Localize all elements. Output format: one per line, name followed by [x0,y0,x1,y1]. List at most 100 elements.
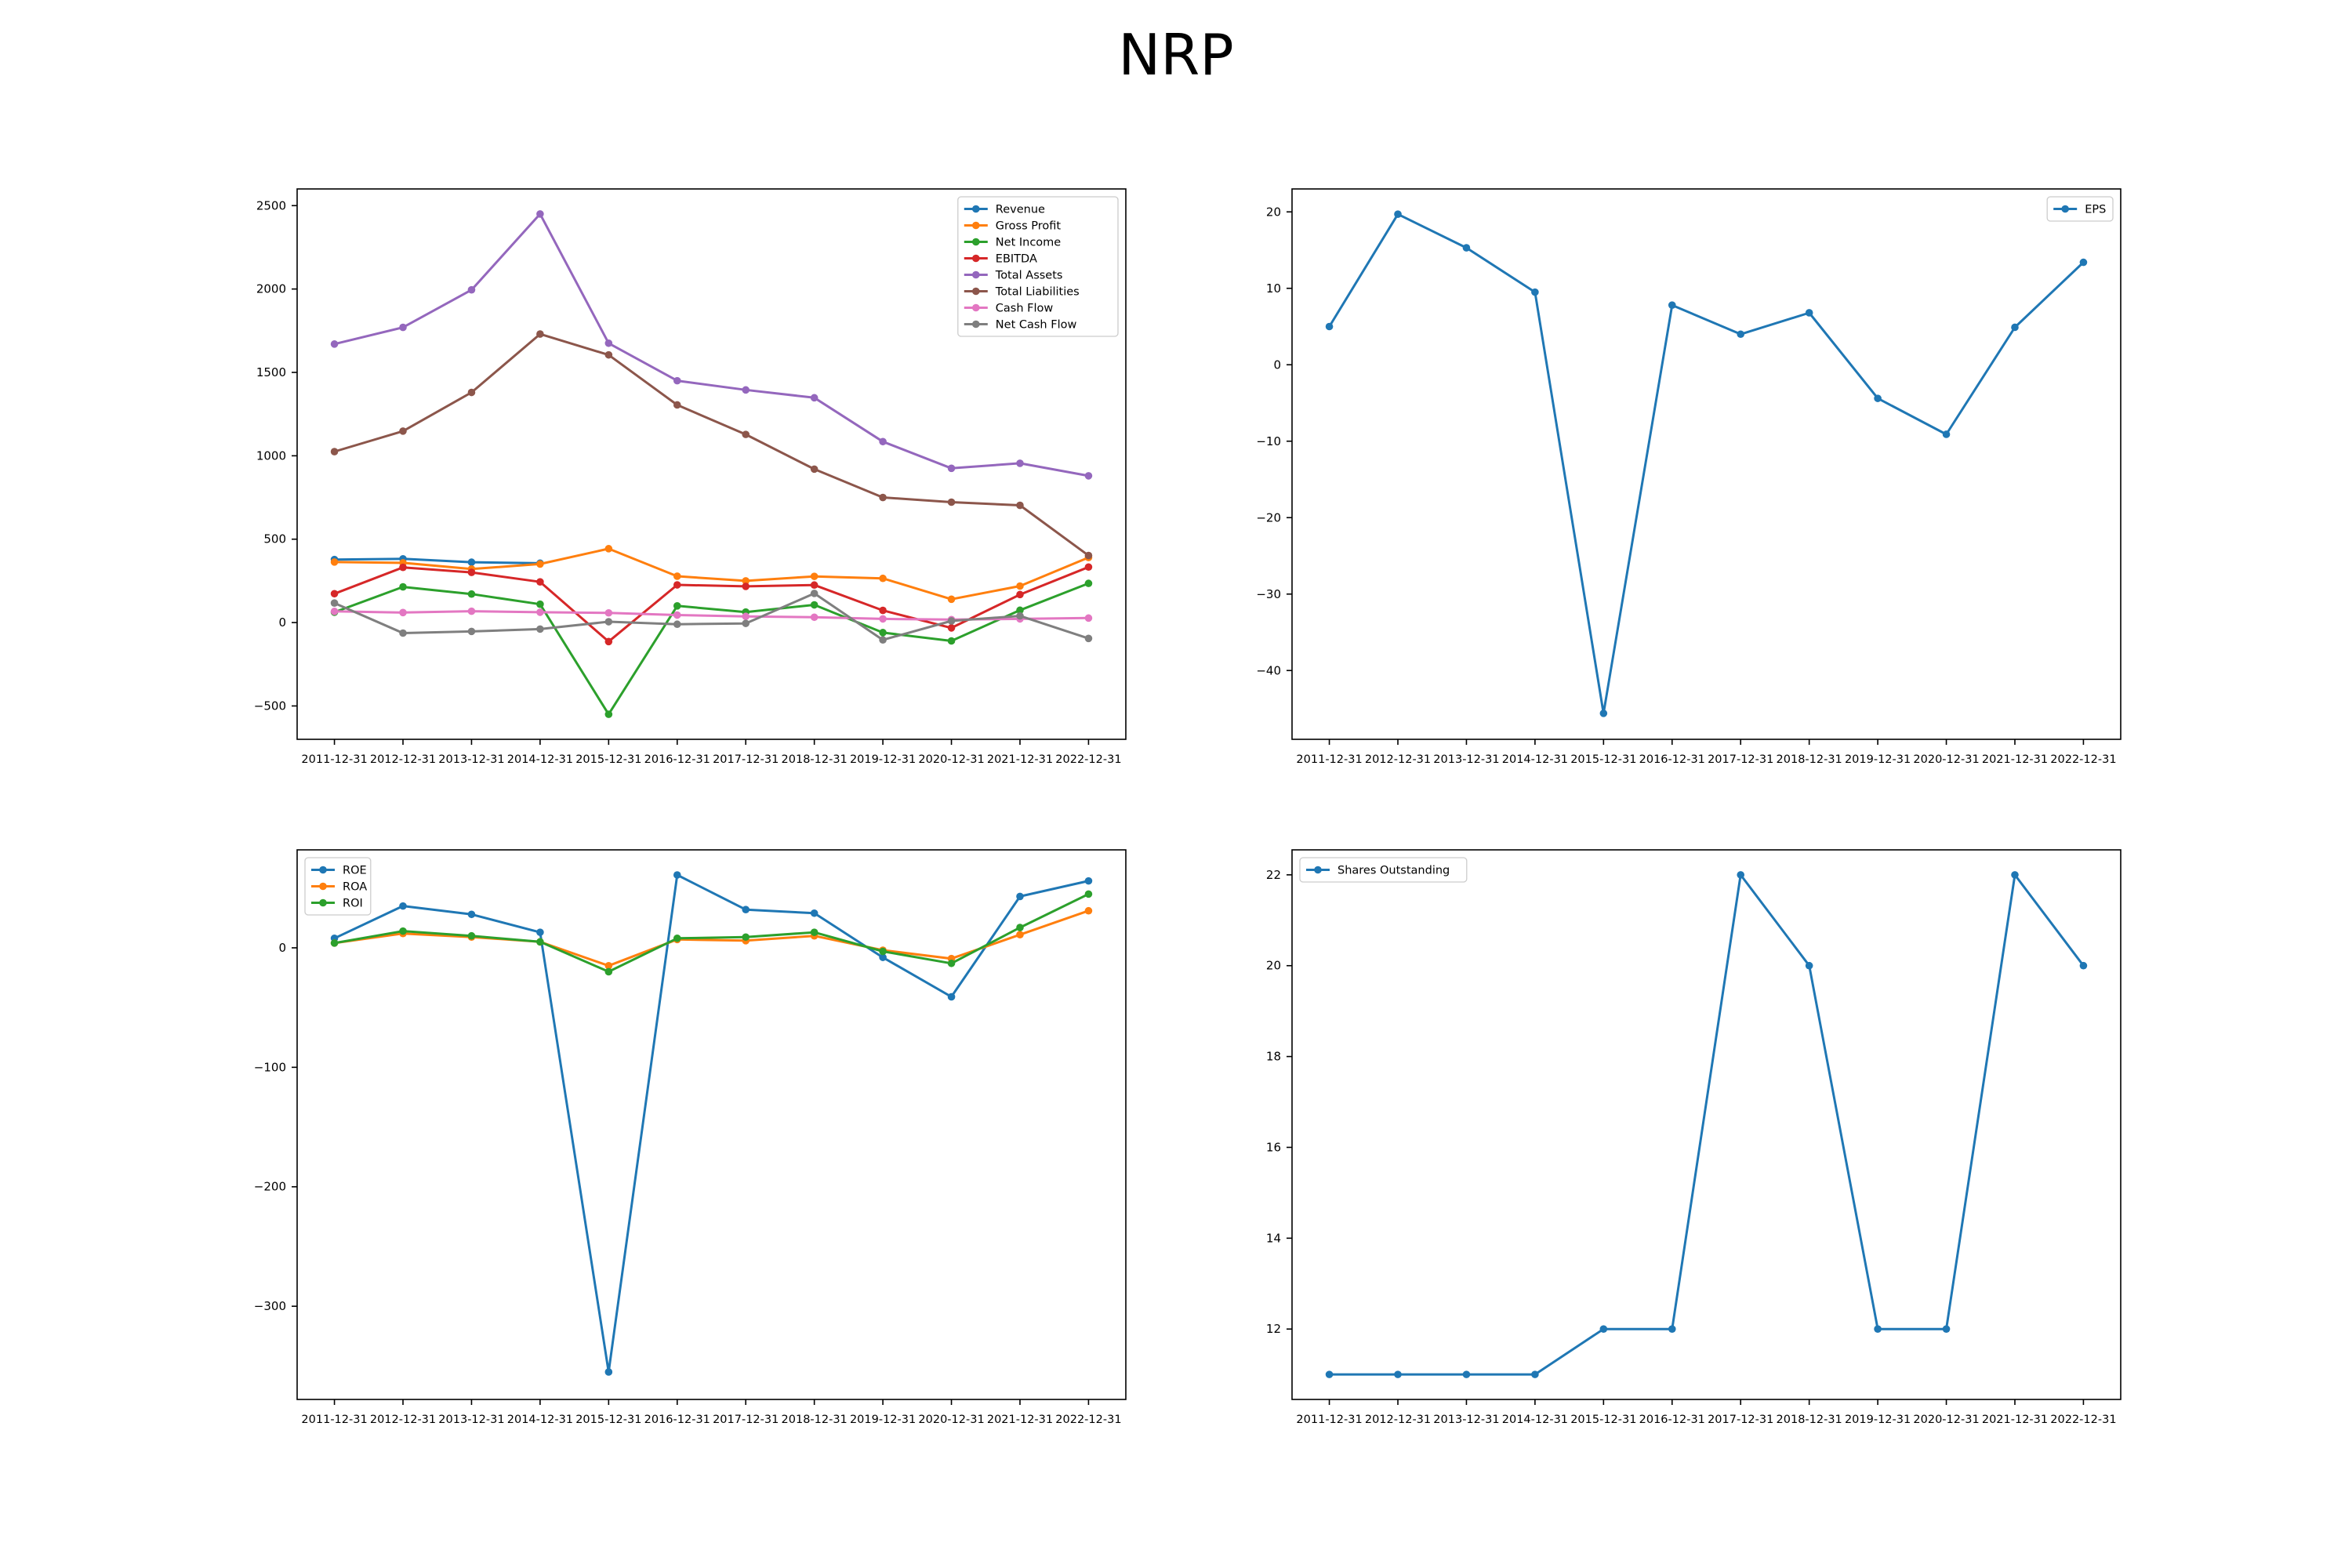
legend: ROE ROA ROI [304,857,372,916]
axes-frame [296,188,1127,740]
series-line [334,557,540,564]
data-point [673,620,681,629]
data-point [604,545,613,553]
data-point [2011,323,2019,332]
data-point [399,629,407,637]
legend-marker [972,287,980,296]
data-point [330,448,339,456]
data-point [1874,394,1882,402]
legend-marker [1314,866,1322,874]
data-point [536,928,544,936]
data-point [399,323,407,332]
data-point [604,618,613,626]
data-point [604,967,613,976]
series-line [334,212,1089,477]
x-tick-label: 2019-12-31 [1845,753,1911,766]
data-point [604,637,613,646]
data-point [879,615,887,623]
data-point [879,629,887,637]
data-point [399,563,407,572]
series-roe [330,871,1093,1376]
x-tick-label: 2017-12-31 [713,1414,779,1426]
data-point [1084,614,1093,622]
series-line [334,909,1089,967]
data-point [330,590,339,598]
x-tick-label: 2022-12-31 [1055,753,1121,766]
x-tick-label: 2015-12-31 [575,1414,641,1426]
data-point [742,386,750,394]
legend-label: Gross Profit [996,220,1062,233]
legend-box [1299,857,1468,883]
data-point [810,572,818,580]
data-point [673,401,681,409]
legend-box [2046,196,2114,222]
data-point [742,612,750,621]
data-point [1016,931,1024,938]
data-point [1084,551,1093,560]
legend-label: Cash Flow [996,303,1054,315]
data-point [1394,1370,1402,1378]
legend-marker [972,320,980,328]
data-point [879,574,887,583]
data-point [947,624,956,632]
x-tick-label: 2012-12-31 [370,1414,436,1426]
y-tick-label: 20 [1266,205,1281,219]
data-point [1668,1325,1676,1334]
y-tick-label: −20 [1256,510,1281,524]
data-point [536,330,544,338]
data-point [467,388,476,397]
data-point [1874,1325,1882,1334]
data-point [742,906,750,913]
data-point [536,578,544,586]
x-tick-label: 2011-12-31 [1296,753,1362,766]
data-point [604,350,613,359]
legend-label: EBITDA [996,253,1037,266]
data-point [810,465,818,474]
x-tick-label: 2018-12-31 [782,1414,848,1426]
data-point [1325,1370,1334,1378]
y-tick-label: 18 [1266,1050,1281,1064]
series-line [334,565,1089,643]
x-tick-label: 2017-12-31 [1708,753,1773,766]
x-tick-label: 2017-12-31 [713,753,779,766]
data-point [2079,961,2088,970]
data-point [1394,210,1402,218]
x-tick-label: 2012-12-31 [370,753,436,766]
chart-4: 2011-12-31 2012-12-31 2013-12-31 2014-12-31… [1266,849,2122,1426]
x-tick-label: 2019-12-31 [850,753,916,766]
series-ebitda [330,563,1093,646]
x-tick-label: 2021-12-31 [987,1414,1053,1426]
data-point [399,583,407,591]
legend-marker [972,254,980,263]
data-point [536,938,544,946]
y-tick-label: 10 [1266,281,1281,296]
data-point [947,993,956,1001]
y-tick-label: 22 [1266,868,1281,882]
data-point [1016,924,1024,931]
legend-label: Net Cash Flow [996,319,1077,332]
data-point [1084,906,1093,915]
series-line [1329,873,2085,1376]
x-tick-label: 2016-12-31 [644,1414,710,1426]
legend: Shares Outstanding [1299,857,1468,883]
data-point [673,934,681,942]
data-point [810,909,818,917]
data-point [399,902,407,910]
data-point [604,710,613,718]
legend: EPS [2046,196,2114,222]
y-tick-label: −30 [1256,587,1281,601]
y-tick-label: 0 [278,941,286,955]
data-point [947,464,956,473]
y-tick-label: 1000 [256,448,286,463]
data-point [810,613,818,622]
data-point [673,611,681,619]
data-point [1084,634,1093,643]
data-point [947,498,956,506]
x-tick-label: 2015-12-31 [1570,1414,1636,1426]
x-tick-label: 2022-12-31 [2050,753,2116,766]
x-tick-label: 2020-12-31 [918,1414,984,1426]
y-tick-label: −500 [254,699,286,713]
x-tick-label: 2012-12-31 [1365,753,1431,766]
data-point [810,581,818,590]
x-tick-label: 2021-12-31 [1982,753,2048,766]
